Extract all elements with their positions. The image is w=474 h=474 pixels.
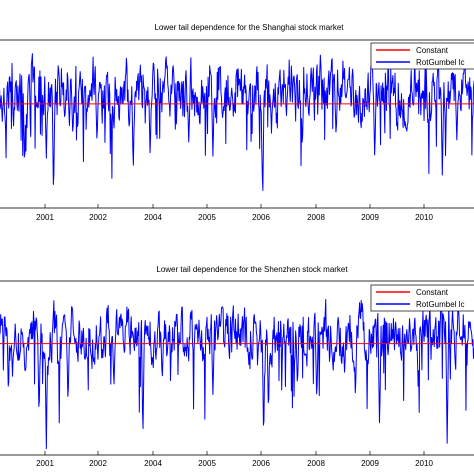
shanghai-legend-box [370,42,474,70]
shenzhen-x-axis-ticks: 200120022004200520062008200920102 [36,451,474,468]
shanghai-chart-panel: Lower tail dependence for the Shanghai s… [0,23,474,222]
shanghai-x-tick-label: 2009 [361,213,379,222]
shanghai-chart-title: Lower tail dependence for the Shanghai s… [154,23,344,32]
shenzhen-x-tick-label: 2006 [252,459,270,468]
shanghai-x-tick-label: 2004 [144,213,162,222]
shenzhen-x-tick-label: 2005 [198,459,216,468]
shanghai-x-tick-label: 2010 [415,213,433,222]
shanghai-x-tick-label: 2005 [198,213,216,222]
shenzhen-legend[interactable]: Constant RotGumbel lc [370,284,474,312]
shenzhen-plot-frame [0,280,474,456]
shanghai-x-axis-ticks: 200120022004200520062008200920102 [36,204,474,222]
shenzhen-legend-box [370,284,474,312]
shenzhen-x-tick-label: 2001 [36,459,54,468]
shanghai-x-tick-label: 2008 [307,213,325,222]
shenzhen-x-tick-label: 2002 [89,459,107,468]
shenzhen-chart-title: Lower tail dependence for the Shenzhen s… [156,265,348,274]
shenzhen-chart-panel: Lower tail dependence for the Shenzhen s… [0,265,474,468]
shanghai-x-tick-label: 2001 [36,213,54,222]
shenzhen-legend-constant-label: Constant [416,288,449,297]
shanghai-x-tick-label: 2002 [89,213,107,222]
shenzhen-rotgumbel-series-line [0,299,474,450]
shanghai-legend[interactable]: Constant RotGumbel lc [370,42,474,70]
shenzhen-x-tick-label: 2009 [361,459,379,468]
shanghai-legend-rotgumbel-label: RotGumbel lc [416,58,464,67]
shenzhen-legend-rotgumbel-label: RotGumbel lc [416,300,464,309]
shenzhen-x-tick-label: 2004 [144,459,162,468]
shanghai-legend-constant-label: Constant [416,46,449,55]
shanghai-rotgumbel-series-line [0,53,474,191]
shenzhen-series-layer [0,299,474,450]
shenzhen-x-tick-label: 2008 [307,459,325,468]
shanghai-series-layer [0,53,474,191]
shanghai-x-tick-label: 2006 [252,213,270,222]
shanghai-plot-frame [0,39,474,209]
shenzhen-x-tick-label: 2010 [415,459,433,468]
